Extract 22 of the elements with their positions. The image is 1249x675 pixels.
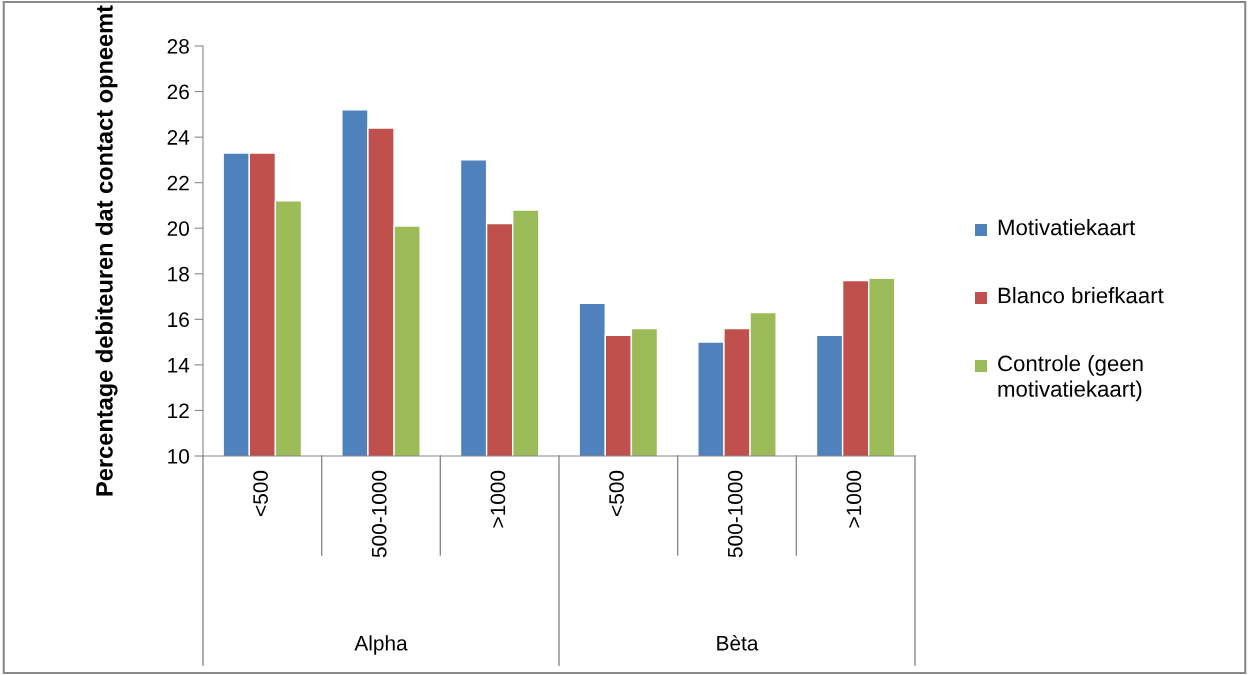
x-tick-label: >1000 xyxy=(490,470,506,528)
y-tick-label: 24 xyxy=(167,130,190,145)
y-tick-label: 28 xyxy=(167,39,189,54)
x-tick-label: >1000 xyxy=(846,470,862,528)
text: Bèta xyxy=(717,635,759,651)
y-tick-label: 16 xyxy=(168,312,189,328)
y-tick-label: 14 xyxy=(168,358,190,373)
y-axis-title: Percentage debiteuren dat contact opneemt xyxy=(95,5,118,496)
legend-label: Motivatiekaart xyxy=(998,219,1136,236)
x-tick-label: <500 xyxy=(253,470,268,516)
x-tick-label: <500 xyxy=(609,470,624,516)
legend-label: Blanco briefkaart xyxy=(998,287,1164,304)
y-tick-label: 20 xyxy=(167,221,189,236)
y-tick-label: 26 xyxy=(167,84,189,100)
y-tick-label: 18 xyxy=(168,266,189,282)
x-tick-label: 500-1000 xyxy=(371,470,387,558)
y-tick-label: 12 xyxy=(168,403,189,418)
y-tick-label: 10 xyxy=(168,449,189,464)
text: Alpha xyxy=(354,635,408,655)
x-tick-label: 500-1000 xyxy=(727,470,743,558)
y-tick-label: 22 xyxy=(167,175,189,191)
legend-label: Controle (geen motivatiekaart) xyxy=(998,355,1143,402)
